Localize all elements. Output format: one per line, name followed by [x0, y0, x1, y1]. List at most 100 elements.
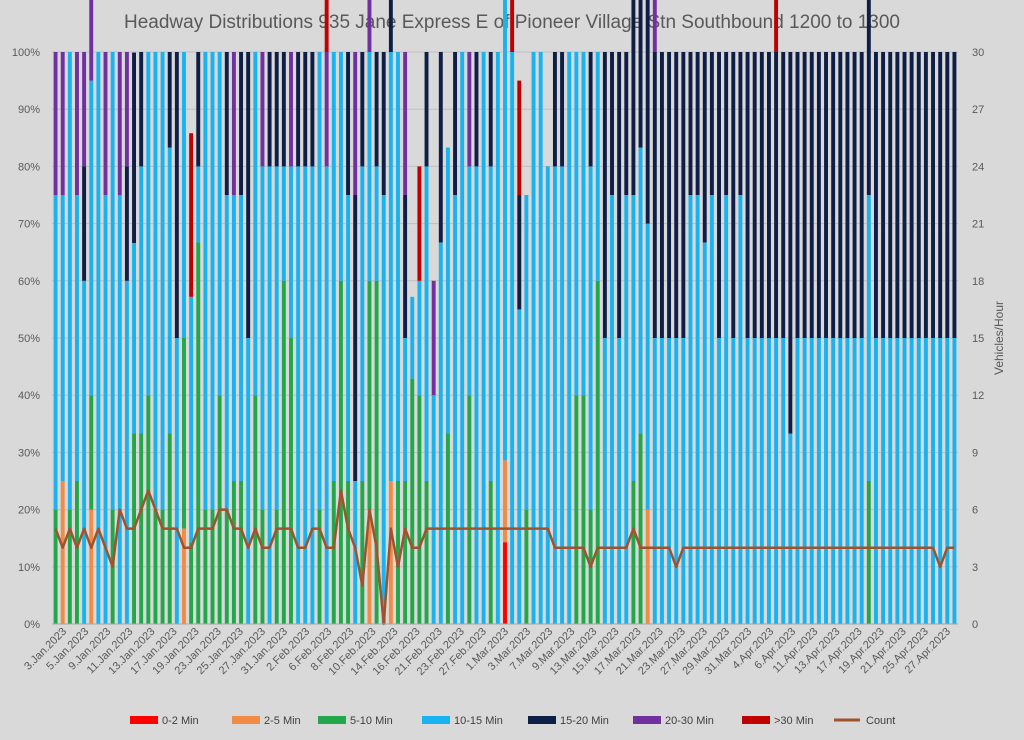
bar-segment	[859, 338, 864, 624]
bar-segment	[488, 166, 493, 481]
legend-label: Count	[866, 715, 895, 727]
bar-segment	[638, 147, 643, 434]
bar-segment	[467, 166, 472, 396]
bar-segment	[909, 338, 914, 624]
bar-segment	[124, 166, 129, 281]
bar-segment	[610, 195, 614, 624]
bar-segment	[888, 52, 893, 338]
bar-segment	[210, 52, 215, 510]
y-tick-label: 0%	[24, 619, 40, 631]
y2-tick-label: 15	[972, 333, 984, 345]
bar-segment	[467, 395, 472, 624]
bar-segment	[902, 338, 907, 624]
bar-segment	[381, 195, 386, 624]
legend-swatch	[232, 716, 260, 724]
bar-segment	[724, 52, 729, 195]
bar-segment	[645, 0, 650, 224]
bar-segment	[146, 395, 151, 624]
bar-segment	[781, 338, 786, 624]
bar-segment	[538, 52, 543, 624]
legend-label: 0-2 Min	[162, 715, 199, 727]
bar-segment	[89, 395, 94, 510]
bar-segment	[667, 338, 672, 624]
bar-segment	[866, 0, 871, 195]
bar-segment	[438, 52, 443, 243]
bar-segment	[923, 52, 928, 338]
bar-segment	[174, 52, 179, 338]
bar-segment	[431, 395, 436, 624]
bar-segment	[752, 52, 757, 338]
bar-segment	[824, 338, 828, 624]
bar-segment	[346, 52, 351, 195]
bar-segment	[517, 195, 522, 310]
bar-segment	[317, 52, 322, 510]
bar-segment	[888, 338, 893, 624]
bar-segment	[602, 52, 607, 338]
bar-segment	[831, 338, 836, 624]
bar-segment	[738, 195, 743, 624]
bar-segment	[809, 338, 814, 624]
bar-segment	[931, 338, 935, 624]
y2-tick-label: 6	[972, 505, 978, 517]
y-tick-label: 10%	[18, 562, 40, 574]
bar-segment	[303, 52, 308, 167]
bar-segment	[224, 509, 229, 624]
bar-segment	[774, 0, 779, 52]
bar-segment	[702, 52, 707, 243]
bar-segment	[331, 52, 336, 481]
bar-segment	[324, 0, 329, 53]
bar-segment	[938, 52, 943, 338]
bar-segment	[110, 52, 115, 510]
bar-segment	[531, 52, 536, 624]
bar-segment	[403, 338, 408, 481]
bar-segment	[75, 481, 79, 624]
bar-segment	[474, 52, 479, 167]
bar-segment	[588, 52, 593, 167]
bar-segment	[681, 338, 686, 624]
bar-segment	[631, 481, 636, 624]
bar-segment	[139, 433, 144, 624]
bar-segment	[153, 52, 158, 510]
bar-segment	[367, 280, 372, 510]
bar-segment	[652, 0, 657, 52]
bar-segment	[132, 52, 137, 244]
bar-segment	[481, 52, 486, 624]
bar-segment	[274, 52, 279, 167]
bar-segment	[774, 338, 779, 624]
bar-segment	[495, 52, 500, 624]
bar-segment	[902, 52, 907, 338]
bar-segment	[281, 52, 286, 167]
bar-segment	[317, 509, 322, 624]
bar-segment	[659, 52, 664, 338]
bar-segment	[552, 166, 557, 624]
bar-segment	[745, 52, 750, 338]
bar-segment	[67, 52, 72, 510]
bar-segment	[923, 338, 928, 624]
bar-segment	[560, 52, 565, 167]
y-tick-label: 40%	[18, 390, 40, 402]
bar-segment	[852, 52, 857, 338]
bar-segment	[624, 52, 629, 195]
count-line	[54, 489, 955, 626]
y-tick-label: 60%	[18, 276, 40, 288]
bar-segment	[881, 338, 886, 624]
bar-segment	[617, 52, 622, 338]
bar-segment	[881, 52, 886, 338]
bar-segment	[866, 481, 871, 624]
bar-segment	[124, 280, 129, 624]
bar-segment	[367, 52, 372, 281]
bar-segment	[310, 52, 315, 167]
bar-segment	[467, 52, 472, 167]
bar-segment	[367, 509, 372, 624]
bar-segment	[709, 52, 714, 195]
bar-segment	[124, 52, 129, 167]
bar-segment	[82, 52, 87, 167]
bar-segment	[738, 52, 743, 195]
bar-segment	[624, 195, 629, 624]
legend-swatch	[633, 716, 661, 724]
bar-segment	[517, 80, 522, 195]
bar-segment	[53, 509, 58, 624]
bar-segment	[859, 52, 864, 338]
bar-segment	[160, 509, 165, 624]
